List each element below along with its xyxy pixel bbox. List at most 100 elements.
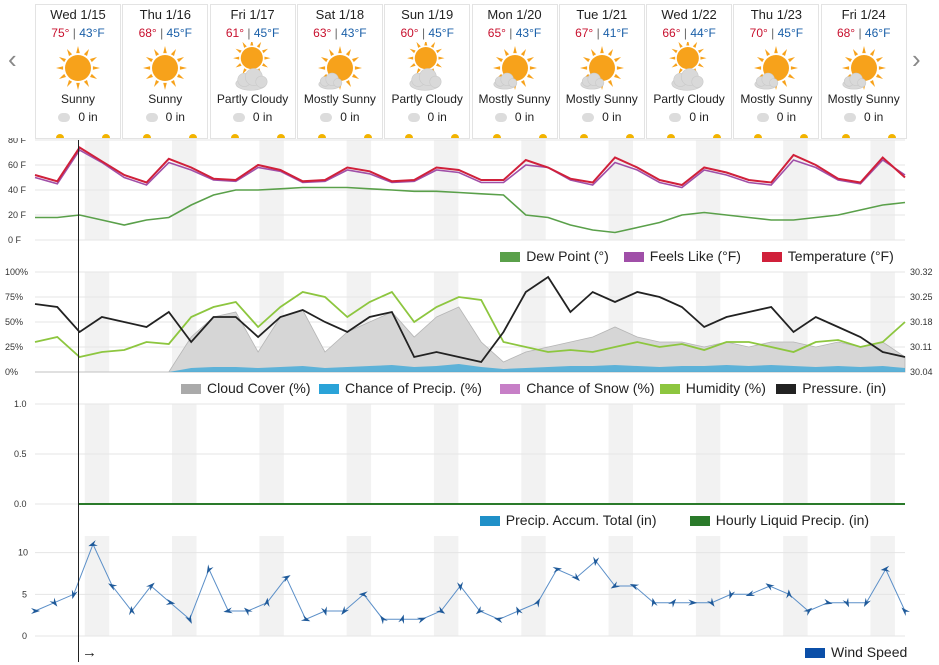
day-card-1[interactable]: Thu 1/16 68° | 45°F Sunny 0 in	[122, 4, 209, 139]
day-card-2[interactable]: Fri 1/17 61° | 45°F Partly Cloudy 0 in	[209, 4, 296, 139]
day-temps: 63° | 43°F	[298, 26, 382, 40]
low-temp: 45°F	[777, 26, 804, 40]
night-band	[870, 536, 895, 636]
legend-item-2[interactable]: Chance of Snow (%)	[500, 380, 655, 396]
wind-direction-arrow	[706, 597, 715, 607]
partly-cloudy-icon	[407, 42, 445, 91]
temp-separator: |	[421, 26, 426, 40]
wind-direction-arrow	[610, 581, 620, 589]
prev-arrow-icon[interactable]: ‹	[8, 44, 17, 74]
condition-text: Mostly Sunny	[303, 92, 376, 106]
wind-direction-arrow	[185, 614, 192, 624]
wind-direction-arrow	[398, 614, 405, 625]
temp-separator: |	[858, 26, 862, 40]
scroll-arrow-icon[interactable]: →	[82, 644, 97, 661]
night-band	[695, 536, 721, 636]
wind-direction-arrow	[31, 608, 40, 614]
high-temp: 75°	[51, 26, 70, 40]
condition-text: Mostly Sunny	[565, 92, 638, 106]
legend-item-0[interactable]: Precip. Accum. Total (in)	[479, 512, 657, 528]
y-tick-label-right: 30.11	[910, 342, 932, 352]
high-temp: 63°	[313, 26, 332, 40]
legend-swatch	[500, 384, 521, 395]
legend-swatch	[659, 384, 680, 395]
legend-label: Pressure. (in)	[802, 380, 887, 396]
legend-swatch	[776, 384, 797, 395]
sunrise-icon	[667, 134, 676, 138]
legend-item-2[interactable]: Temperature (°F)	[761, 248, 894, 264]
legend-item-3[interactable]: Humidity (%)	[659, 380, 766, 396]
y-tick-label-left: 75%	[5, 292, 23, 302]
legend-swatch	[500, 252, 521, 263]
wind-direction-arrow	[436, 606, 446, 614]
day-card-7[interactable]: Wed 1/22 66° | 44°F Partly Cloudy 0 in	[646, 4, 733, 139]
temp-separator: |	[683, 26, 687, 40]
sunrise-icon	[754, 134, 763, 138]
wind-direction-arrow	[457, 581, 464, 591]
legend-label: Precip. Accum. Total (in)	[505, 512, 657, 528]
mostly-sunny-icon	[317, 46, 362, 90]
legend-item-1[interactable]: Feels Like (°F)	[623, 248, 741, 264]
next-arrow-icon[interactable]: ›	[912, 44, 921, 74]
wind-direction-arrow	[321, 606, 327, 616]
legend-label: Chance of Snow (%)	[526, 380, 655, 396]
legend-label: Temperature (°F)	[787, 248, 894, 264]
condition-text: Partly Cloudy	[391, 92, 463, 106]
legend-item-0[interactable]: Wind Speed	[805, 644, 907, 660]
high-temp: 70°	[749, 26, 768, 40]
legend-label: Wind Speed	[831, 644, 908, 660]
wind-direction-arrow	[765, 583, 775, 591]
partly-cloudy-icon	[232, 42, 271, 91]
day-card-8[interactable]: Thu 1/23 70° | 45°F Mostly Sunny 0 in	[733, 4, 820, 139]
low-temp: 41°F	[603, 26, 629, 40]
sunset-icon	[276, 134, 285, 138]
y-tick-label: 1.0	[14, 399, 27, 409]
precip-amount: 0 in	[560, 110, 644, 124]
night-band	[172, 536, 197, 636]
day-card-0[interactable]: Wed 1/15 75° | 43°F Sunny 0 in	[35, 4, 121, 139]
night-band	[346, 536, 372, 636]
wind-direction-arrow	[729, 589, 736, 600]
high-temp: 68°	[138, 26, 157, 40]
wind-direction-arrow	[341, 606, 350, 615]
low-temp: 46°F	[864, 26, 891, 40]
wind-direction-arrow	[49, 597, 58, 607]
legend-item-0[interactable]: Dew Point (°)	[500, 248, 609, 264]
sun-shape	[143, 46, 188, 90]
y-tick-label-right: 30.32	[910, 267, 933, 277]
sunrise-icon	[841, 134, 850, 138]
day-card-6[interactable]: Tue 1/21 67° | 41°F Mostly Sunny 0 in	[558, 4, 645, 139]
day-name: Tue 1/21	[576, 7, 628, 22]
day-name: Fri 1/17	[230, 7, 275, 22]
legend-swatch	[479, 516, 500, 527]
wind-direction-arrow	[745, 590, 756, 596]
precip-value: 0 in	[689, 110, 709, 124]
day-card-4[interactable]: Sun 1/19 60° | 45°F Partly Cloudy 0 in	[384, 4, 471, 139]
legend-item-0[interactable]: Cloud Cover (%)	[181, 380, 310, 396]
day-card-5[interactable]: Mon 1/20 65° | 43°F Mostly Sunny 0 in	[471, 4, 558, 139]
legend-label: Dew Point (°)	[526, 248, 609, 264]
legend-item-1[interactable]: Hourly Liquid Precip. (in)	[689, 512, 869, 528]
series-line-0	[35, 186, 906, 234]
legend-item-4[interactable]: Pressure. (in)	[776, 380, 886, 396]
wind-direction-arrow	[244, 607, 253, 616]
temp-separator: |	[509, 26, 513, 40]
day-temps: 60° | 45°F	[385, 26, 469, 40]
legend-swatch	[689, 516, 710, 527]
precip-amount: 0 in	[647, 110, 731, 124]
y-tick-label: 0 F	[8, 235, 22, 245]
raindrop-icon	[494, 113, 507, 123]
mostly-sunny-icon	[841, 46, 886, 90]
sunset-icon	[451, 134, 460, 138]
day-card-3[interactable]: Sat 1/18 63° | 43°F Mostly Sunny 0 in	[296, 4, 383, 139]
sunrise-icon	[230, 134, 239, 138]
wind-direction-arrow	[668, 598, 677, 608]
precip-amount: 0 in	[822, 110, 906, 124]
raindrop-icon	[232, 113, 245, 123]
low-temp: 43°F	[341, 26, 367, 40]
day-card-9[interactable]: Fri 1/24 68° | 46°F Mostly Sunny 0 in	[820, 4, 907, 139]
legend-item-1[interactable]: Chance of Precip. (%)	[319, 380, 482, 396]
cloud-humidity-pressure-chart: 100% 30.32 75% 30.25 50% 30.18 25% 30.11 0% 30.04	[5, 267, 933, 377]
day-temps: 68° | 45°F	[123, 26, 207, 40]
sunset-icon	[887, 134, 896, 138]
